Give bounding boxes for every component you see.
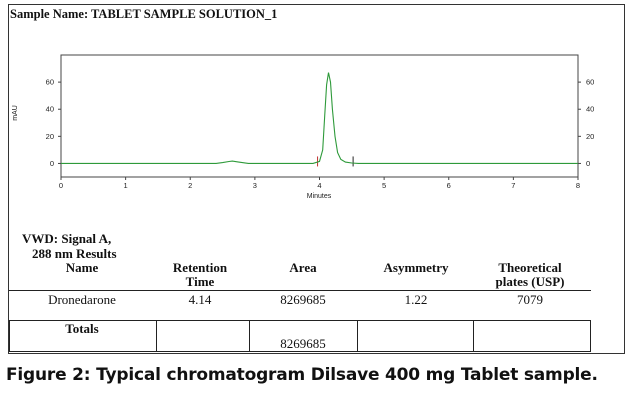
x-tick-label: 5	[382, 181, 386, 190]
x-axis-label: Minutes	[307, 193, 332, 200]
x-tick-label: 4	[317, 181, 321, 190]
header-asymmetry: Asymmetry	[383, 260, 449, 275]
row-retention: 4.14	[188, 292, 212, 307]
chromatogram-chart: 0 1 2 3 4 5 6 7 8 0 20 40 60 0 20 40 60 mAU Minutes	[12, 54, 594, 200]
y-tick-label-right: 0	[586, 159, 590, 168]
x-axis: 0 1 2 3 4 5 6 7 8	[59, 177, 580, 190]
totals-separator	[156, 321, 157, 351]
y-axis-right: 0 20 40 60	[578, 78, 594, 168]
totals-separator	[357, 321, 358, 351]
header-theoretical-line2: plates (USP)	[495, 274, 565, 289]
y-axis-label: mAU	[12, 105, 19, 121]
header-theoretical-line1: Theoretical	[498, 260, 562, 275]
figure-caption: Figure 2: Typical chromatogram Dilsave 4…	[6, 365, 598, 385]
y-tick-label-right: 60	[586, 78, 594, 87]
y-tick-label: 20	[46, 132, 54, 141]
plot-area	[60, 54, 579, 178]
results-title-line1: VWD: Signal A,	[22, 231, 112, 246]
y-tick-label: 0	[50, 159, 54, 168]
totals-area: 8269685	[280, 336, 326, 351]
y-tick-label-right: 40	[586, 105, 594, 114]
totals-label: Totals	[65, 321, 99, 336]
row-name: Dronedarone	[48, 292, 116, 307]
row-asymmetry: 1.22	[404, 292, 428, 307]
header-name: Name	[65, 260, 99, 275]
x-tick-label: 2	[188, 181, 192, 190]
x-tick-label: 1	[124, 181, 128, 190]
row-area: 8269685	[280, 292, 326, 307]
x-tick-label: 0	[59, 181, 63, 190]
x-tick-label: 8	[576, 181, 580, 190]
chromatogram-trace	[61, 72, 578, 164]
y-tick-label-right: 20	[586, 132, 594, 141]
y-axis-left: 0 20 40 60	[46, 78, 61, 168]
header-divider	[9, 290, 591, 291]
figure-frame	[8, 4, 625, 354]
sample-name: Sample Name: TABLET SAMPLE SOLUTION_1	[10, 7, 278, 21]
header-retention-line2: Time	[185, 274, 215, 289]
header-retention-line1: Retention	[172, 260, 228, 275]
totals-row	[9, 320, 591, 352]
totals-separator	[473, 321, 474, 351]
row-plates: 7079	[517, 292, 543, 307]
header-area: Area	[289, 260, 317, 275]
x-tick-label: 3	[253, 181, 257, 190]
totals-separator	[249, 321, 250, 351]
peak-markers	[317, 156, 354, 167]
y-tick-label: 40	[46, 105, 54, 114]
x-tick-label: 6	[447, 181, 451, 190]
x-tick-label: 7	[511, 181, 515, 190]
y-tick-label: 60	[46, 78, 54, 87]
results-title-line2: 288 nm Results	[32, 246, 117, 261]
